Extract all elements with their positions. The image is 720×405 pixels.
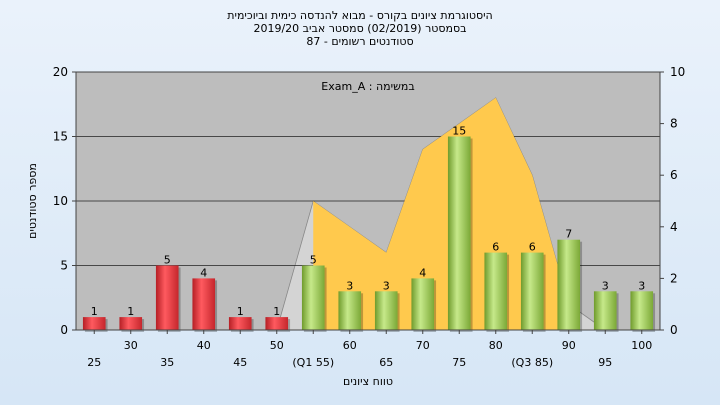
x-tick-label: 70: [416, 339, 430, 352]
bar: [338, 291, 362, 330]
data-label: 4: [419, 266, 426, 279]
data-label: 6: [492, 241, 499, 254]
data-label: 15: [452, 125, 466, 138]
bar: [484, 252, 508, 330]
x-tick-label: 95: [598, 356, 612, 369]
bar: [520, 252, 544, 330]
bar: [228, 317, 252, 330]
data-label: 3: [602, 279, 609, 292]
data-label: 1: [237, 305, 244, 318]
x-tick-label: 100: [631, 339, 652, 352]
data-label: 5: [164, 254, 171, 267]
y-axis-label: מספר סטודנטים: [26, 163, 39, 239]
data-label: 3: [638, 279, 645, 292]
data-label: 3: [346, 279, 353, 292]
data-label: 5: [310, 254, 317, 267]
data-label: 1: [127, 305, 134, 318]
x-tick-label: (Q3 85): [511, 356, 553, 369]
data-label: 4: [200, 266, 207, 279]
x-tick-label: 80: [489, 339, 503, 352]
y2-tick-label: 4: [670, 220, 678, 234]
x-tick-label: (Q1 55): [292, 356, 334, 369]
y-tick-label: 15: [53, 130, 68, 144]
x-tick-label: 45: [233, 356, 247, 369]
bar: [301, 265, 325, 330]
y2-tick-label: 8: [670, 117, 678, 131]
chart-title-line-3: סטודנטים רשומים - 87: [306, 35, 414, 48]
y-tick-label: 0: [60, 323, 68, 337]
bar: [374, 291, 398, 330]
x-tick-label: 30: [124, 339, 138, 352]
x-tick-label: 35: [160, 356, 174, 369]
x-tick-label: 65: [379, 356, 393, 369]
y-tick-label: 20: [53, 65, 68, 79]
x-tick-label: 50: [270, 339, 284, 352]
x-tick-label: 60: [343, 339, 357, 352]
y2-tick-label: 10: [670, 65, 685, 79]
bar: [155, 265, 179, 330]
x-tick-label: 90: [562, 339, 576, 352]
bar: [82, 317, 106, 330]
data-label: 1: [91, 305, 98, 318]
x-tick-label: 75: [452, 356, 466, 369]
data-label: 7: [565, 228, 572, 241]
x-tick-label: 25: [87, 356, 101, 369]
y2-tick-label: 0: [670, 323, 678, 337]
x-tick-label: 40: [197, 339, 211, 352]
bar: [557, 239, 581, 330]
x-axis-label: טווח ציונים: [343, 375, 393, 388]
y-tick-label: 5: [60, 259, 68, 273]
data-label: 6: [529, 241, 536, 254]
chart-title-line-1: היסטוגרמת ציונים בקורס - מבוא להנדסה כימ…: [227, 9, 493, 22]
y2-tick-label: 6: [670, 168, 678, 182]
data-label: 3: [383, 279, 390, 292]
y2-tick-label: 2: [670, 271, 678, 285]
bar: [411, 278, 435, 330]
bar: [192, 278, 216, 330]
bar: [265, 317, 289, 330]
data-label: 1: [273, 305, 280, 318]
bar: [593, 291, 617, 330]
bar: [630, 291, 654, 330]
chart-annotation: במשימה : Exam_A: [321, 80, 414, 93]
bar: [119, 317, 143, 330]
chart-title-line-2: בסמסטר (02/2019) סמסטר אביב 2019/20: [253, 22, 467, 35]
bar: [447, 136, 471, 330]
y-tick-label: 10: [53, 194, 68, 208]
